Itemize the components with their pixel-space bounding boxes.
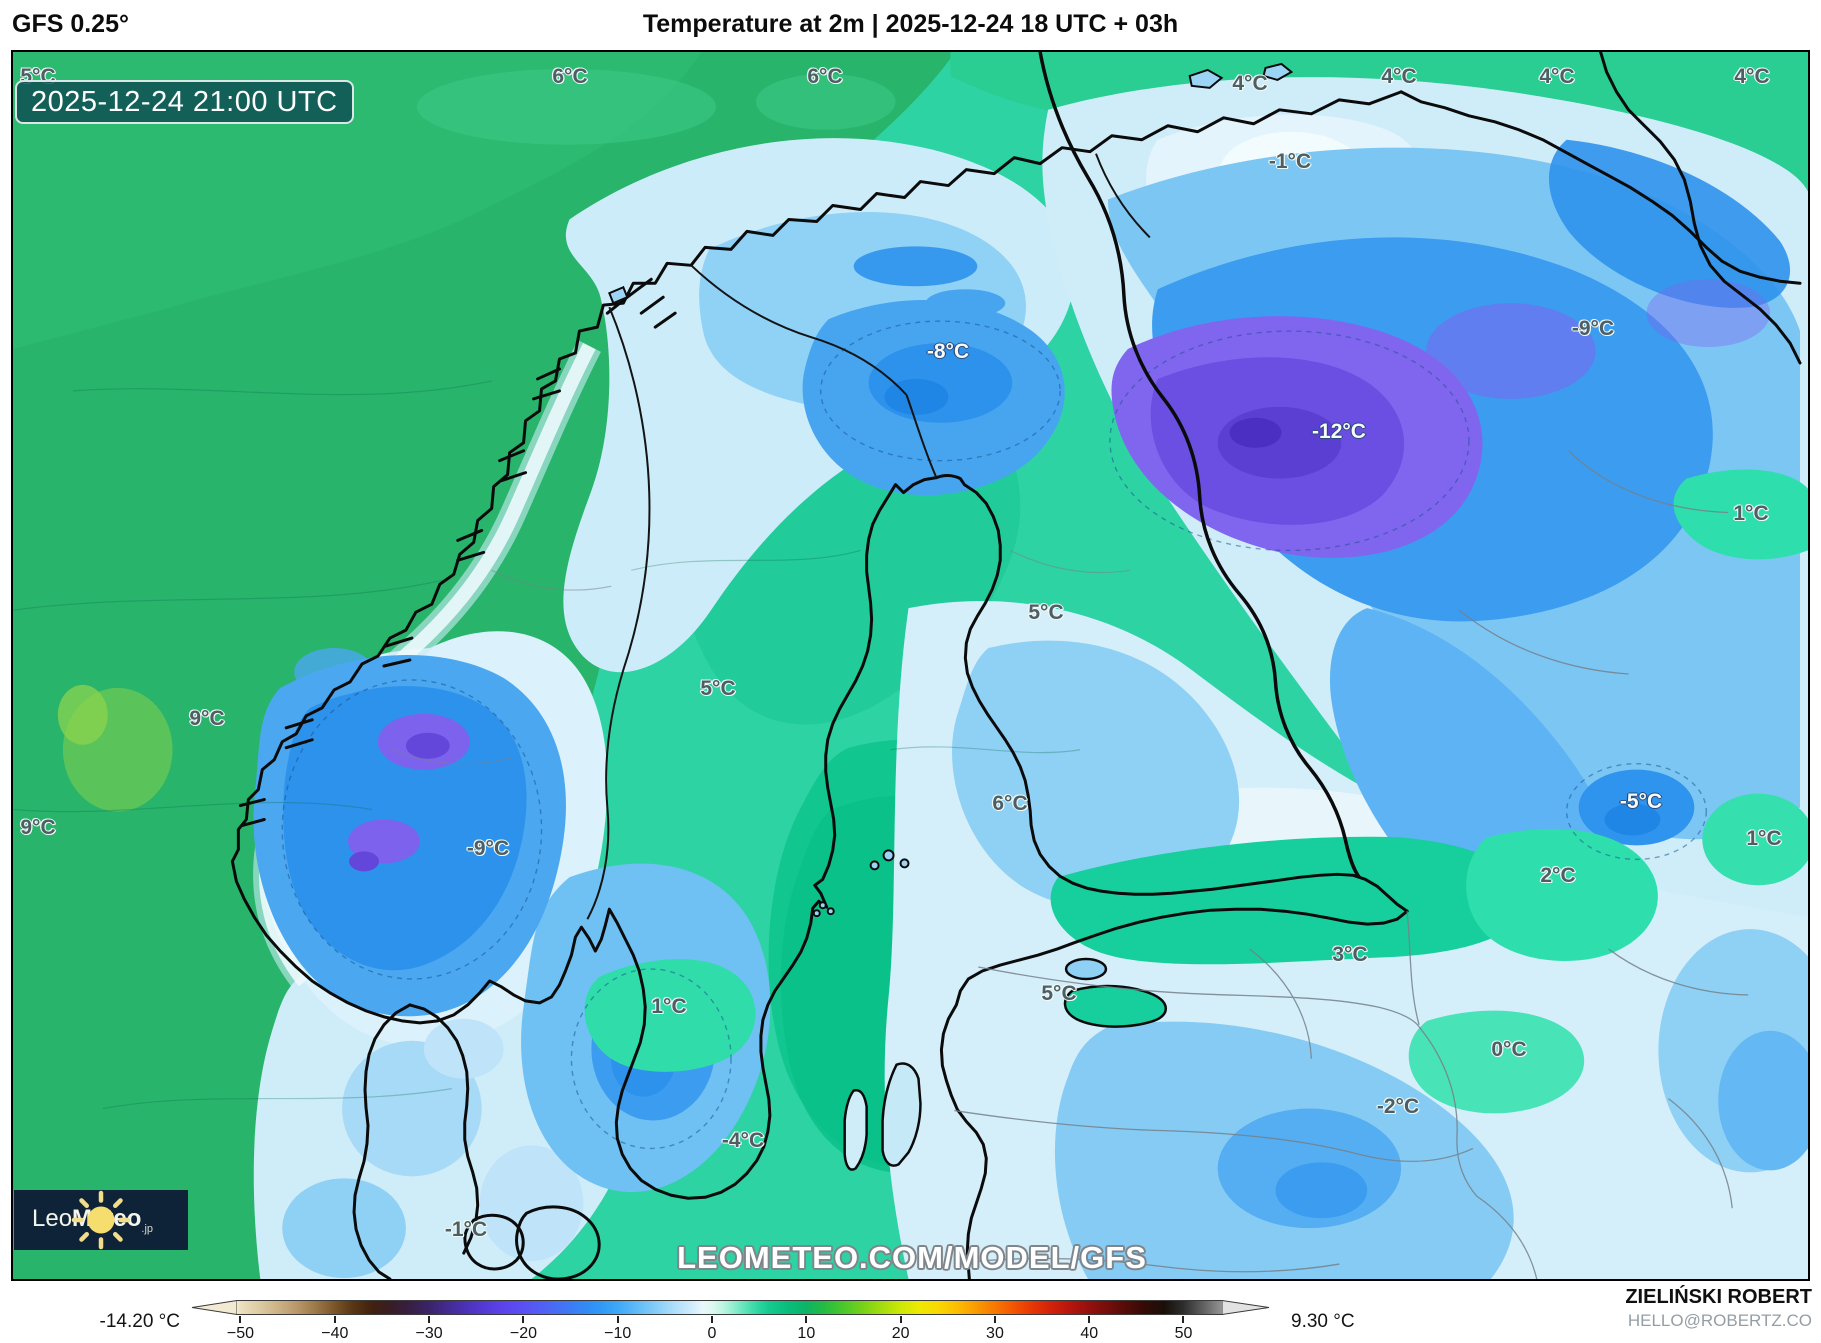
temp-label: -4°C: [721, 1129, 765, 1152]
temp-label: 6°C: [807, 65, 843, 88]
temp-label: -1°C: [1268, 150, 1312, 173]
colorbar-gradient: −50 −40 −30 −20 −10 0 10 20 30 40 50: [227, 1300, 1222, 1342]
temp-label: 4°C: [1539, 65, 1575, 88]
temp-label: 5°C: [1028, 601, 1064, 624]
temp-label: -9°C: [1571, 317, 1615, 340]
colorbar-tick-label: 50: [1174, 1325, 1193, 1342]
colorbar-tick: [899, 1316, 902, 1323]
page-title: Temperature at 2m | 2025-12-24 18 UTC + …: [642, 10, 1179, 38]
colorbar-tick: [239, 1316, 242, 1323]
colorbar-tick-label: −30: [415, 1325, 443, 1342]
colorbar-tick: [428, 1316, 431, 1323]
colorbar: −50 −40 −30 −20 −10 0 10 20 30 40 50: [191, 1300, 1270, 1342]
colorbar-tick-label: −50: [226, 1325, 255, 1342]
temp-label: 0°C: [1491, 1038, 1527, 1061]
colorbar-tick-label: 0: [707, 1325, 717, 1342]
colorbar-tick-label: −10: [604, 1325, 632, 1342]
temp-label: 2°C: [1540, 864, 1576, 887]
temp-label: 1°C: [1733, 502, 1769, 525]
temp-label: 9°C: [189, 707, 225, 730]
weather-map: 2025-12-24 21:00 UTC 5°C 6°C 6°C 4°C 4°C 4°C 4…: [11, 50, 1810, 1281]
temp-label: -12°C: [1312, 420, 1366, 443]
temp-label: 5°C: [1041, 982, 1077, 1005]
temp-label: 5°C: [700, 677, 736, 700]
temp-label: -9°C: [466, 837, 510, 860]
colorbar-tick: [522, 1316, 525, 1323]
colorbar-tick-label: 20: [891, 1325, 910, 1342]
colorbar-tick: [616, 1316, 619, 1323]
temp-label: 4°C: [1381, 65, 1417, 88]
temp-label: 3°C: [1332, 943, 1368, 966]
colorbar-left-arrow-icon: [191, 1300, 237, 1315]
temp-label: 1°C: [1746, 827, 1782, 850]
timestamp-badge: 2025-12-24 21:00 UTC: [15, 80, 354, 124]
colorbar-tick-label: −20: [509, 1325, 538, 1342]
model-name: GFS 0.25°: [12, 10, 129, 38]
colorbar-tick: [1088, 1316, 1091, 1323]
colorbar-tick-label: −40: [321, 1325, 349, 1342]
credit-email: HELLO@ROBERTZ.CO: [1627, 1311, 1812, 1330]
temp-label: 6°C: [552, 65, 588, 88]
temp-label: -5°C: [1619, 790, 1663, 813]
colorbar-min-label: -14.20 °C: [99, 1311, 180, 1332]
colorbar-tick-label: 30: [986, 1325, 1004, 1342]
colorbar-tick: [1182, 1316, 1185, 1323]
watermark: LEOMETEO.COM/MODEL/GFS: [677, 1240, 1147, 1275]
map-canvas: [13, 52, 1808, 1279]
temp-label: -1°C: [444, 1218, 488, 1241]
colorbar-right-arrow-icon: [1222, 1300, 1270, 1315]
colorbar-tick: [805, 1316, 808, 1323]
temp-label: -8°C: [926, 340, 970, 363]
colorbar-tick-label: 40: [1080, 1325, 1099, 1342]
temp-label: 4°C: [1734, 65, 1770, 88]
credit-name: ZIELIŃSKI ROBERT: [1625, 1286, 1812, 1308]
colorbar-max-label: 9.30 °C: [1291, 1311, 1355, 1332]
temp-label: 4°C: [1232, 72, 1268, 95]
colorbar-tick: [710, 1316, 713, 1323]
leometeo-logo: LeoMeteo.jp: [14, 1190, 188, 1250]
colorbar-tick: [993, 1316, 996, 1323]
temp-label: 1°C: [651, 995, 687, 1018]
colorbar-tick-label: 10: [797, 1325, 816, 1342]
temp-label: -2°C: [1376, 1095, 1420, 1118]
temp-label: 6°C: [992, 792, 1028, 815]
temp-label: 9°C: [20, 816, 56, 839]
colorbar-tick: [333, 1316, 336, 1323]
